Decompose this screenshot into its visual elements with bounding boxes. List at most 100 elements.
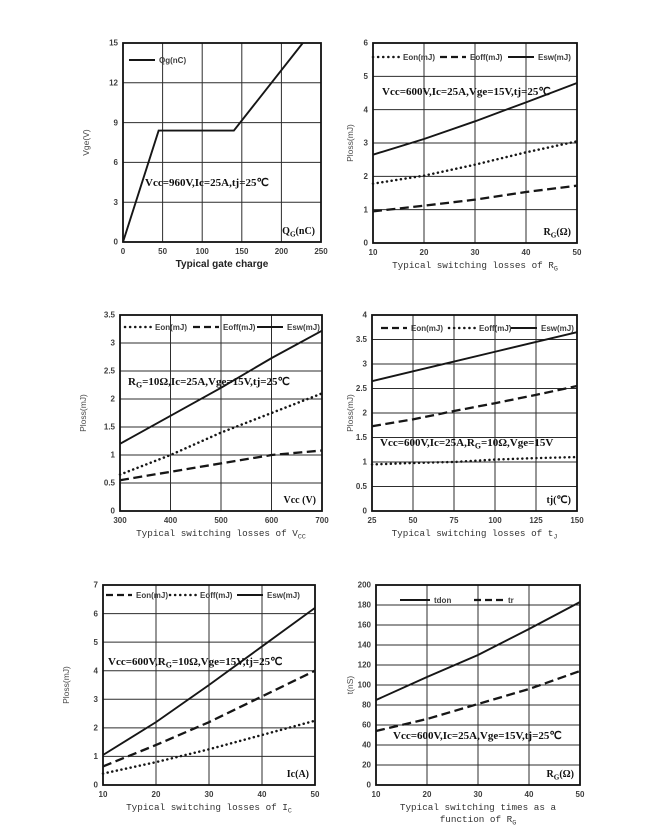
svg-text:250: 250 bbox=[314, 247, 328, 256]
series-eon-mj bbox=[371, 140, 579, 185]
series-esw-mj bbox=[371, 331, 578, 383]
svg-text:0: 0 bbox=[363, 507, 368, 516]
legend: Eon(mJ) Eoff(mJ) Esw(mJ) bbox=[371, 53, 571, 62]
y-axis-label: Ploss(mJ) bbox=[345, 394, 355, 432]
svg-text:50: 50 bbox=[158, 247, 167, 256]
svg-text:80: 80 bbox=[362, 701, 371, 710]
plot-border bbox=[122, 42, 322, 243]
svg-text:4: 4 bbox=[364, 105, 369, 114]
svg-text:2: 2 bbox=[363, 409, 368, 418]
chart-canvas-losses-vs-rg: 10 20 30 40 50 0 1 2 3 4 5 6 Ploss(mJ) Eon(mJ) Eoff(mJ… bbox=[345, 39, 582, 274]
svg-text:15: 15 bbox=[109, 39, 118, 48]
series-eon-mj bbox=[118, 392, 324, 476]
series-eon-mj bbox=[371, 384, 578, 428]
svg-text:180: 180 bbox=[358, 601, 372, 610]
series-eoff-mj bbox=[372, 184, 578, 213]
gridlines bbox=[372, 42, 578, 244]
chart-caption: Typical switching times as a bbox=[400, 802, 557, 813]
svg-text:100: 100 bbox=[196, 247, 210, 256]
chart-losses-vs-tj: 25 50 75 100 125 150 0 0.5 1 1.5 2 2.5 3 3.5 4 Ploss(mJ… bbox=[345, 295, 655, 547]
condition-annotation: Vcc=600V,RG=10Ω,Vge=15V,tj=25℃ bbox=[108, 656, 283, 670]
svg-text:140: 140 bbox=[358, 641, 372, 650]
svg-text:300: 300 bbox=[113, 516, 127, 525]
x-axis-unit-label: tj(℃) bbox=[546, 495, 571, 506]
svg-text:100: 100 bbox=[358, 681, 372, 690]
svg-text:2: 2 bbox=[94, 724, 99, 733]
chart-canvas-losses-vs-vcc: 300 400 500 600 700 0 0.5 1 1.5 2 2.5 3 3.5 Ploss(mJ)… bbox=[78, 311, 329, 542]
svg-text:2.5: 2.5 bbox=[104, 367, 116, 376]
x-axis-unit-label: Vcc (V) bbox=[284, 495, 316, 506]
svg-text:3: 3 bbox=[114, 198, 119, 207]
chart-caption: Typical switching losses of IC bbox=[126, 802, 292, 816]
series-tr bbox=[375, 669, 581, 733]
svg-text:3.5: 3.5 bbox=[104, 311, 116, 320]
svg-text:40: 40 bbox=[258, 790, 267, 799]
condition-annotation: Vcc=600V,Ic=25A,Vge=15V,tj=25℃ bbox=[382, 86, 551, 98]
gridlines bbox=[375, 584, 581, 786]
series-eoff-mj bbox=[101, 719, 317, 775]
condition-annotation: Vcc=600V,Ic=25A,Vge=15V,tj=25℃ bbox=[393, 730, 562, 742]
svg-text:6: 6 bbox=[94, 609, 99, 618]
legend-label-tdon: tdon bbox=[434, 596, 451, 605]
chart-losses-vs-ic: 10 20 30 40 50 0 1 2 3 4 5 6 7 Ploss(mJ) Eon(mJ) Eoff(m… bbox=[58, 560, 358, 836]
series-tdon bbox=[375, 601, 581, 701]
svg-text:30: 30 bbox=[471, 248, 480, 257]
svg-text:3.5: 3.5 bbox=[356, 335, 368, 344]
svg-text:20: 20 bbox=[423, 790, 432, 799]
legend-label-eoff-mj: Eoff(mJ) bbox=[479, 324, 512, 333]
svg-text:9: 9 bbox=[114, 118, 119, 127]
tick-labels: 10 20 30 40 50 0 20 40 60 80 100 120 140 160 180 200 bbox=[358, 581, 585, 799]
tick-labels: 25 50 75 100 125 150 0 0.5 1 1.5 2 2.5 3 3.5 4 bbox=[356, 311, 584, 525]
svg-text:0: 0 bbox=[111, 507, 116, 516]
legend-label-eoff-mj: Eoff(mJ) bbox=[200, 591, 233, 600]
svg-text:1: 1 bbox=[111, 451, 116, 460]
plot-border bbox=[375, 584, 581, 786]
x-axis-unit-label: RG(Ω) bbox=[547, 769, 575, 782]
svg-text:1.5: 1.5 bbox=[104, 423, 116, 432]
chart-caption: function of RG bbox=[440, 814, 517, 828]
legend-label-esw-mj: Esw(mJ) bbox=[267, 591, 300, 600]
legend-label-eon-mj: Eon(mJ) bbox=[403, 53, 435, 62]
svg-text:2.5: 2.5 bbox=[356, 384, 368, 393]
condition-annotation: RG=10Ω,Ic=25A,Vge=15V,tj=25℃ bbox=[128, 376, 290, 390]
svg-text:3: 3 bbox=[364, 139, 369, 148]
svg-text:160: 160 bbox=[358, 621, 372, 630]
chart-canvas-times-vs-rg: 10 20 30 40 50 0 20 40 60 80 100 120 140 160 180 200 t(n… bbox=[345, 581, 585, 828]
legend-label-eon-mj: Eon(mJ) bbox=[411, 324, 443, 333]
svg-text:1: 1 bbox=[363, 458, 368, 467]
svg-text:7: 7 bbox=[94, 581, 99, 590]
svg-text:50: 50 bbox=[409, 516, 418, 525]
tick-labels: 10 20 30 40 50 0 1 2 3 4 5 6 7 bbox=[94, 581, 320, 799]
legend-label-eon-mj: Eon(mJ) bbox=[136, 591, 168, 600]
tick-labels: 10 20 30 40 50 0 1 2 3 4 5 6 bbox=[364, 39, 582, 257]
condition-annotation: Vcc=960V,Ic=25A,tj=25℃ bbox=[145, 177, 269, 189]
svg-text:600: 600 bbox=[265, 516, 279, 525]
chart-gate-charge: 0 50 100 150 200 250 0 3 6 9 12 15 Vge(V) Qg(nC) Vcc=9… bbox=[81, 31, 336, 283]
series-eoff-mj bbox=[119, 449, 323, 482]
svg-text:20: 20 bbox=[152, 790, 161, 799]
svg-text:40: 40 bbox=[522, 248, 531, 257]
svg-text:75: 75 bbox=[450, 516, 459, 525]
svg-text:20: 20 bbox=[362, 761, 371, 770]
svg-text:40: 40 bbox=[362, 741, 371, 750]
gridlines bbox=[371, 314, 578, 512]
y-axis-label: Ploss(mJ) bbox=[345, 124, 355, 162]
legend-label-qg-nc: Qg(nC) bbox=[159, 56, 186, 65]
chart-canvas-losses-vs-ic: 10 20 30 40 50 0 1 2 3 4 5 6 7 Ploss(mJ) Eon(mJ) Eoff(m… bbox=[61, 581, 320, 816]
chart-caption: Typical gate charge bbox=[176, 259, 269, 270]
svg-text:3: 3 bbox=[363, 360, 368, 369]
svg-text:30: 30 bbox=[474, 790, 483, 799]
gridlines bbox=[119, 314, 323, 512]
legend-label-eon-mj: Eon(mJ) bbox=[155, 323, 187, 332]
chart-caption: Typical switching losses of RG bbox=[392, 260, 558, 274]
svg-text:0.5: 0.5 bbox=[104, 479, 116, 488]
chart-caption: Typical switching losses of tJ bbox=[392, 528, 558, 542]
legend: Eon(mJ) Eoff(mJ) Esw(mJ) bbox=[123, 323, 320, 332]
x-axis-unit-label: RG(Ω) bbox=[544, 227, 572, 240]
svg-text:3: 3 bbox=[111, 339, 116, 348]
svg-text:0.5: 0.5 bbox=[356, 482, 368, 491]
svg-text:200: 200 bbox=[358, 581, 372, 590]
legend-label-eoff-mj: Eoff(mJ) bbox=[223, 323, 256, 332]
chart-losses-vs-vcc: 300 400 500 600 700 0 0.5 1 1.5 2 2.5 3 3.5 Ploss(mJ)… bbox=[58, 295, 358, 547]
